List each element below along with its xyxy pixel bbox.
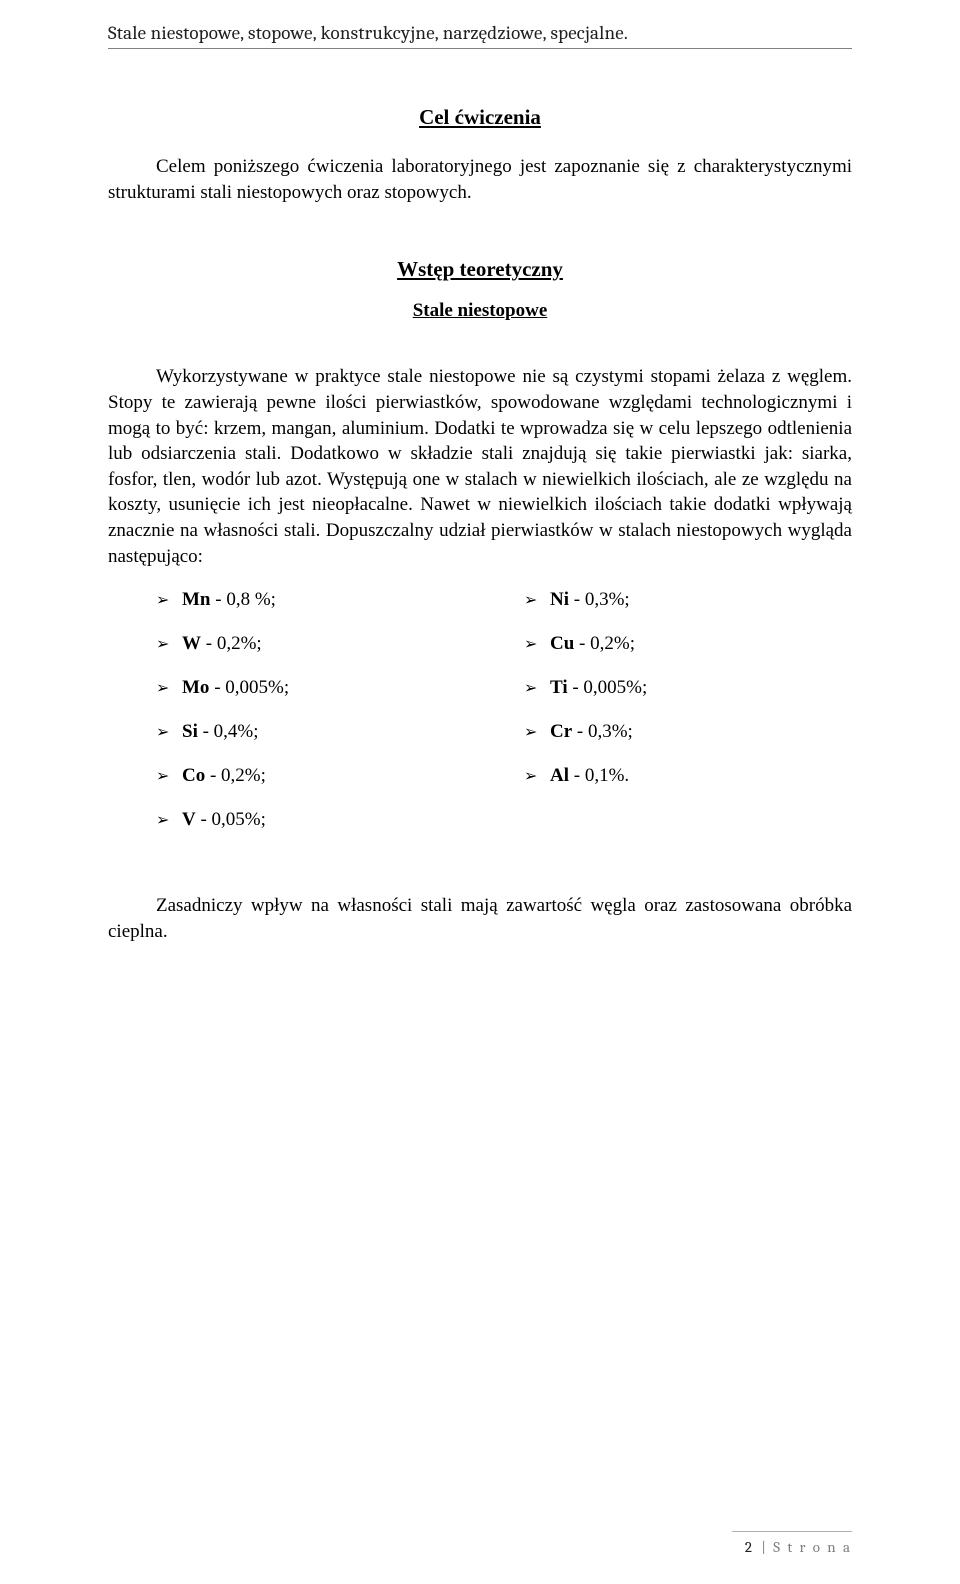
list-item: ➢ Ti - 0,005%; xyxy=(524,677,852,699)
element-entry: W - 0,2%; xyxy=(182,633,262,655)
bullet-arrow-icon: ➢ xyxy=(524,722,540,742)
elements-list: ➢ Mn - 0,8 %; ➢ W - 0,2%; ➢ Mo - 0,005%; ➢ Si -… xyxy=(108,589,852,853)
bullet-arrow-icon: ➢ xyxy=(524,634,540,654)
body-paragraph: Wykorzystywane w praktyce stale niestopo… xyxy=(108,364,852,569)
element-symbol: Al xyxy=(550,765,569,786)
element-symbol: Cu xyxy=(550,633,574,654)
element-entry: Si - 0,4%; xyxy=(182,721,259,743)
element-symbol: Si xyxy=(182,721,198,742)
element-value: - 0,3%; xyxy=(572,721,633,742)
bullet-arrow-icon: ➢ xyxy=(156,634,172,654)
element-symbol: Mn xyxy=(182,589,211,610)
bullet-arrow-icon: ➢ xyxy=(156,722,172,742)
bullet-arrow-icon: ➢ xyxy=(156,810,172,830)
element-entry: Ni - 0,3%; xyxy=(550,589,630,611)
element-entry: Mn - 0,8 %; xyxy=(182,589,276,611)
element-entry: Ti - 0,005%; xyxy=(550,677,647,699)
elements-col-right: ➢ Ni - 0,3%; ➢ Cu - 0,2%; ➢ Ti - 0,005%; ➢ Cr -… xyxy=(524,589,852,853)
element-symbol: W xyxy=(182,633,201,654)
footer-rule xyxy=(732,1531,852,1532)
list-item: ➢ Mn - 0,8 %; xyxy=(156,589,484,611)
element-symbol: Ni xyxy=(550,589,569,610)
element-value: - 0,005%; xyxy=(209,677,289,698)
list-item: ➢ Al - 0,1%. xyxy=(524,765,852,787)
list-item: ➢ V - 0,05%; xyxy=(156,809,484,831)
element-entry: Mo - 0,005%; xyxy=(182,677,289,699)
bullet-arrow-icon: ➢ xyxy=(524,590,540,610)
section-title-2: Wstęp teoretyczny xyxy=(108,257,852,282)
page-footer: 2 | S t r o n a xyxy=(745,1538,852,1556)
bullet-arrow-icon: ➢ xyxy=(156,678,172,698)
intro-paragraph: Celem poniższego ćwiczenia laboratoryjne… xyxy=(108,154,852,205)
element-symbol: Ti xyxy=(550,677,568,698)
element-symbol: Co xyxy=(182,765,205,786)
element-symbol: V xyxy=(182,809,196,830)
elements-col-left: ➢ Mn - 0,8 %; ➢ W - 0,2%; ➢ Mo - 0,005%; ➢ Si -… xyxy=(156,589,484,853)
section-title-1: Cel ćwiczenia xyxy=(419,105,541,129)
page-number: 2 xyxy=(745,1538,752,1556)
list-item: ➢ Cu - 0,2%; xyxy=(524,633,852,655)
element-entry: Cu - 0,2%; xyxy=(550,633,635,655)
section-title-wrap: Cel ćwiczenia xyxy=(108,105,852,130)
bullet-arrow-icon: ➢ xyxy=(524,678,540,698)
element-value: - 0,2%; xyxy=(201,633,262,654)
list-item: ➢ Mo - 0,005%; xyxy=(156,677,484,699)
element-entry: V - 0,05%; xyxy=(182,809,266,831)
list-item: ➢ W - 0,2%; xyxy=(156,633,484,655)
element-entry: Co - 0,2%; xyxy=(182,765,266,787)
running-title: Stale niestopowe, stopowe, konstrukcyjne… xyxy=(108,22,628,44)
closing-paragraph: Zasadniczy wpływ na własności stali mają… xyxy=(108,893,852,944)
element-value: - 0,2%; xyxy=(205,765,266,786)
list-item: ➢ Ni - 0,3%; xyxy=(524,589,852,611)
element-value: - 0,005%; xyxy=(568,677,648,698)
element-entry: Al - 0,1%. xyxy=(550,765,629,787)
element-value: - 0,8 %; xyxy=(211,589,276,610)
element-entry: Cr - 0,3%; xyxy=(550,721,633,743)
element-value: - 0,2%; xyxy=(574,633,635,654)
section-subtitle: Stale niestopowe xyxy=(108,300,852,322)
element-value: - 0,4%; xyxy=(198,721,259,742)
element-value: - 0,3%; xyxy=(569,589,630,610)
element-value: - 0,05%; xyxy=(196,809,266,830)
page-content: Cel ćwiczenia Celem poniższego ćwiczenia… xyxy=(108,49,852,945)
list-item: ➢ Cr - 0,3%; xyxy=(524,721,852,743)
element-symbol: Cr xyxy=(550,721,572,742)
bullet-arrow-icon: ➢ xyxy=(156,590,172,610)
list-item: ➢ Co - 0,2%; xyxy=(156,765,484,787)
list-item: ➢ Si - 0,4%; xyxy=(156,721,484,743)
running-header: Stale niestopowe, stopowe, konstrukcyjne… xyxy=(108,0,852,49)
page-label: | S t r o n a xyxy=(761,1538,852,1556)
bullet-arrow-icon: ➢ xyxy=(524,766,540,786)
element-value: - 0,1%. xyxy=(569,765,629,786)
element-symbol: Mo xyxy=(182,677,209,698)
bullet-arrow-icon: ➢ xyxy=(156,766,172,786)
